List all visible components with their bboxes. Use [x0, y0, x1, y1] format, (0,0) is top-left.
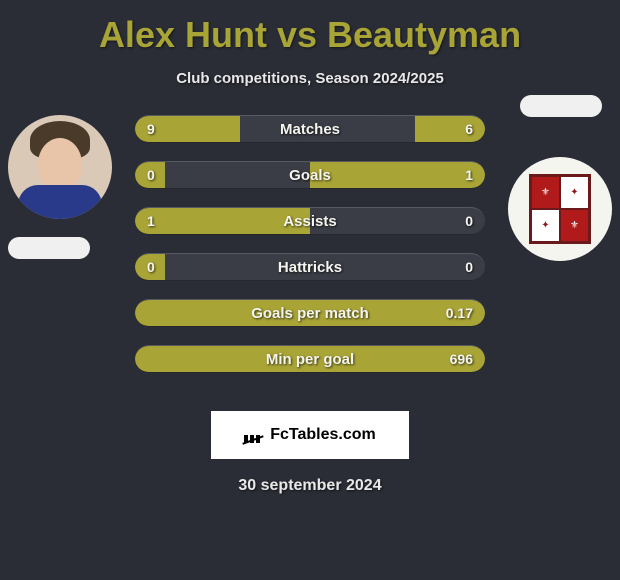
stat-value-left: 0 — [135, 162, 167, 188]
page-title: Alex Hunt vs Beautyman — [0, 14, 620, 56]
date-label: 30 september 2024 — [0, 477, 620, 495]
stat-label: Goals per match — [135, 300, 485, 326]
comparison-card: Alex Hunt vs Beautyman Club competitions… — [0, 0, 620, 495]
stat-bar: Hattricks0 0 — [135, 253, 485, 281]
stat-label: Matches — [135, 116, 485, 142]
stat-label: Min per goal — [135, 346, 485, 372]
comparison-area: ⚜ ✦ ✦ ⚜ Matches96Goals01Assists10Hattric… — [0, 115, 620, 405]
player-right-block: ⚜ ✦ ✦ ⚜ — [508, 157, 612, 261]
stat-bar: Goals per match0.17 — [135, 299, 485, 327]
logo-text: FcTables.com — [270, 426, 376, 444]
stat-bar: Goals0 1 — [135, 161, 485, 189]
stat-value-left: 9 — [135, 116, 167, 142]
stat-value-right: 0.17 — [434, 300, 485, 326]
player-left-avatar — [8, 115, 112, 219]
stat-value-right: 1 — [453, 162, 485, 188]
stat-bar: Min per goal696 — [135, 345, 485, 373]
stat-bar: Matches9 6 — [135, 115, 485, 143]
stat-label: Hattricks — [135, 254, 485, 280]
player-right-crest: ⚜ ✦ ✦ ⚜ — [508, 157, 612, 261]
subtitle: Club competitions, Season 2024/2025 — [0, 70, 620, 87]
stat-value-left — [135, 346, 159, 372]
stat-label: Assists — [135, 208, 485, 234]
fctables-logo[interactable]: FcTables.com — [211, 411, 409, 459]
player-left-block — [8, 115, 112, 259]
stat-value-right: 6 — [453, 116, 485, 142]
chart-icon — [244, 427, 266, 443]
stat-bars: Matches96Goals01Assists10Hattricks00Goal… — [135, 115, 485, 391]
stat-label: Goals — [135, 162, 485, 188]
stat-value-right: 696 — [438, 346, 485, 372]
stat-value-left: 0 — [135, 254, 167, 280]
stat-value-left — [135, 300, 159, 326]
stat-bar: Assists1 0 — [135, 207, 485, 235]
stat-value-left: 1 — [135, 208, 167, 234]
player-right-flag — [520, 95, 602, 117]
stat-value-right: 0 — [453, 208, 485, 234]
stat-value-right: 0 — [453, 254, 485, 280]
player-left-flag — [8, 237, 90, 259]
